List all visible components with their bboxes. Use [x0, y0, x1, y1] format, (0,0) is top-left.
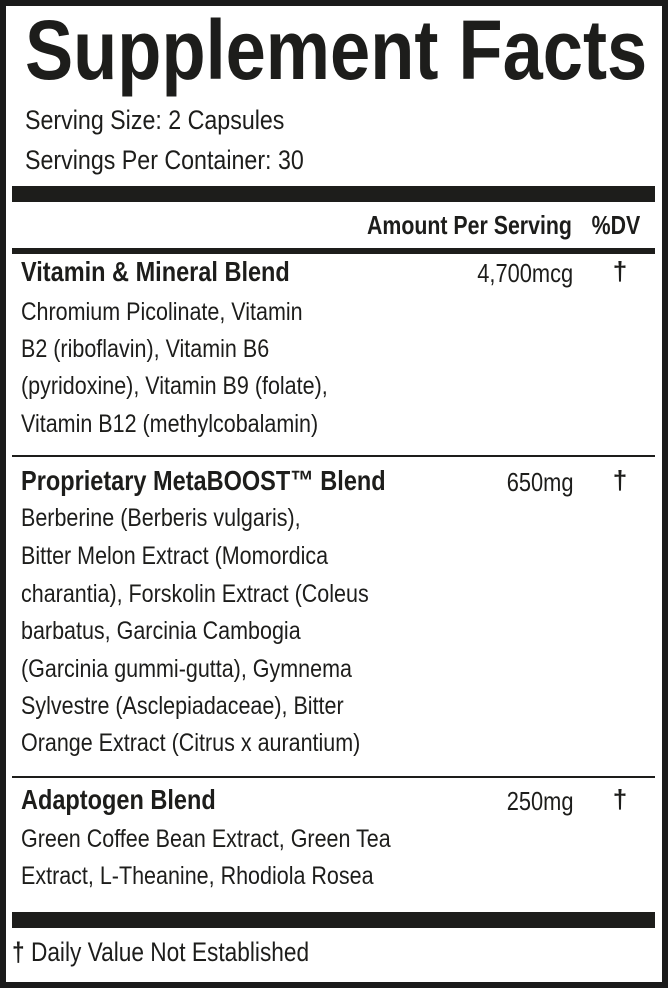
blend-amount: 650mg [506, 467, 573, 497]
ingredient-line: Green Coffee Bean Extract, Green Tea [21, 825, 391, 853]
footnote-text: Daily Value Not Established [30, 937, 310, 967]
ingredient-line: Chromium Picolinate, Vitamin [21, 298, 303, 326]
ingredient-line: B2 (riboflavin), Vitamin B6 [21, 335, 270, 363]
dagger-icon: † [612, 784, 628, 814]
title: Supplement Facts [25, 3, 648, 97]
ingredient-line: charantia), Forskolin Extract (Coleus [21, 580, 369, 608]
ingredient-line: Bitter Melon Extract (Momordica [21, 542, 329, 570]
thin-divider [12, 455, 655, 457]
thin-divider [12, 776, 655, 778]
blend-name: Vitamin & Mineral Blend [21, 256, 290, 287]
dv-header: %DV [591, 210, 640, 240]
blend-amount: 4,700mcg [477, 258, 573, 288]
dagger-icon: † [612, 256, 628, 286]
thick-divider [12, 912, 655, 928]
blend-amount: 250mg [506, 786, 573, 816]
dagger-icon: † [612, 465, 628, 495]
ingredient-line: Berberine (Berberis vulgaris), [21, 504, 301, 532]
ingredient-line: Sylvestre (Asclepiadaceae), Bitter [21, 692, 344, 720]
ingredient-line: (pyridoxine), Vitamin B9 (folate), [21, 372, 328, 400]
amount-header: Amount Per Serving [367, 210, 572, 240]
ingredient-line: barbatus, Garcinia Cambogia [21, 617, 301, 645]
blend-name: Adaptogen Blend [21, 784, 216, 815]
footnote: † Daily Value Not Established [12, 935, 309, 969]
ingredient-line: (Garcinia gummi-gutta), Gymnema [21, 655, 352, 683]
ingredient-line: Extract, L-Theanine, Rhodiola Rosea [21, 862, 374, 890]
servings-per-container: Servings Per Container: 30 [25, 145, 304, 175]
ingredient-line: Orange Extract (Citrus x aurantium) [21, 729, 361, 757]
thick-divider [12, 186, 655, 202]
medium-divider [12, 248, 655, 254]
ingredient-line: Vitamin B12 (methylcobalamin) [21, 410, 319, 438]
serving-size: Serving Size: 2 Capsules [25, 105, 285, 135]
blend-name: Proprietary MetaBOOST™ Blend [21, 465, 386, 496]
dagger-icon: † [12, 937, 25, 967]
